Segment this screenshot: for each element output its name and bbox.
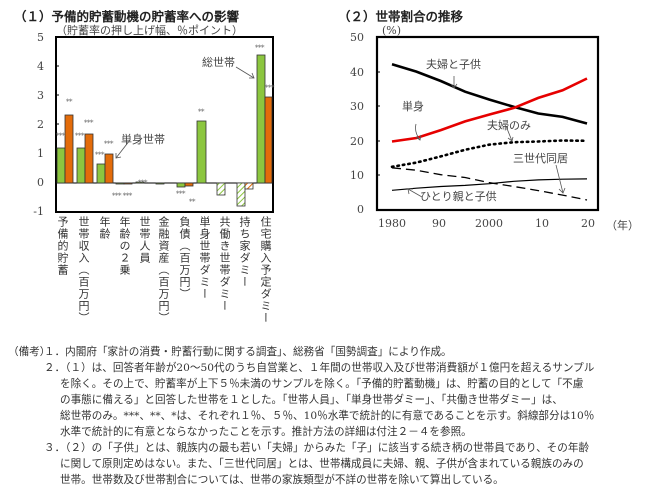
line-single-parent bbox=[391, 178, 588, 191]
category-label: 住宅購入予定ダミー bbox=[259, 216, 272, 324]
bar-single bbox=[184, 182, 194, 187]
right-ytick: 10 bbox=[350, 169, 364, 182]
svg-text:**: ** bbox=[66, 98, 73, 106]
notes-section: （備考） １．内閣府「家計の消費・貯蓄行動に関する調査」、総務省「国勢調査」によ… bbox=[0, 344, 660, 490]
arrow-couple-only bbox=[505, 125, 513, 142]
left-ytick: 1 bbox=[37, 147, 44, 160]
svg-text:***: *** bbox=[75, 132, 85, 140]
bar-total bbox=[56, 147, 66, 184]
left-ytick: 2 bbox=[37, 118, 44, 131]
annotation-single-label: 単身世帯 bbox=[121, 133, 165, 146]
annotation-single bbox=[115, 139, 131, 159]
line-couple-children bbox=[391, 63, 588, 125]
label-single-parent: ひとり親と子供 bbox=[420, 190, 497, 203]
bar-single bbox=[84, 133, 94, 184]
svg-text:***: *** bbox=[56, 132, 66, 140]
bar-single bbox=[123, 182, 133, 185]
label-three-gen: 三世代同居 bbox=[513, 152, 568, 165]
left-ytick: 5 bbox=[37, 31, 44, 44]
svg-text:***: *** bbox=[95, 151, 105, 159]
notes-heading: （備考） bbox=[8, 346, 51, 358]
note-line: 水準で統計的に有意とならなかったことを示す。推計方法の詳細は付注２－４を参照。 bbox=[60, 426, 472, 438]
right-xtick: 20 bbox=[581, 217, 595, 230]
right-plot-frame bbox=[375, 35, 600, 212]
category-label: 年齢 bbox=[98, 216, 111, 240]
left-ytick: 3 bbox=[37, 89, 44, 102]
svg-text:**: ** bbox=[198, 108, 205, 116]
bar-total-hatched bbox=[216, 182, 226, 196]
bar-single-hatched bbox=[244, 182, 254, 190]
arrow-single-parent bbox=[407, 188, 423, 198]
right-xtick: 1980 bbox=[378, 217, 406, 230]
svg-text:**: ** bbox=[189, 198, 196, 206]
bar-total bbox=[76, 147, 86, 184]
right-ytick: 40 bbox=[350, 66, 364, 79]
left-chart-subtitle: （貯蓄率の押し上げ幅、％ポイント） bbox=[56, 24, 243, 37]
arrow-single bbox=[415, 123, 421, 141]
right-line-chart bbox=[375, 35, 600, 212]
bar-total bbox=[155, 182, 165, 185]
label-couple-only: 夫婦のみ bbox=[487, 119, 531, 132]
category-label: 単身世帯ダミー bbox=[198, 216, 211, 300]
note-line: ３．（２）の「子供」とは、親族内の最も若い「夫婦」からみた「子」に該当する続き柄… bbox=[44, 442, 590, 454]
category-label: 世帯人員 bbox=[138, 216, 151, 264]
svg-text:***: *** bbox=[176, 190, 186, 198]
category-label: 年齢の２乗 bbox=[118, 216, 131, 276]
right-xtick: 10 bbox=[535, 217, 549, 230]
line-single bbox=[391, 77, 588, 143]
right-ytick: 0 bbox=[357, 203, 364, 216]
bar-total bbox=[135, 181, 145, 184]
category-label: 予備的貯蓄 bbox=[56, 216, 69, 276]
line-couple-only bbox=[390, 139, 589, 169]
line-three-gen bbox=[391, 167, 588, 201]
right-xtick-unit: （年） bbox=[606, 219, 639, 232]
note-line: 世帯。世帯数及び世帯割合については、世帯の家族類型が不詳の世帯を除いて算出してい… bbox=[60, 474, 504, 486]
note-line: ２．（１）は、回答者年齢が20～50代のうち自営業と、１年間の世帯収入及び世帯消… bbox=[44, 362, 595, 374]
arrow-three-gen bbox=[555, 164, 564, 194]
note-line: に関して原則定めはない。また、「三世代同居」とは、世帯構成員に夫婦、親、子供が含… bbox=[60, 458, 584, 470]
svg-text:***: *** bbox=[138, 179, 148, 187]
bar-total bbox=[256, 54, 266, 184]
svg-text:***: *** bbox=[104, 140, 114, 148]
left-ytick: 0 bbox=[37, 176, 44, 189]
label-couple-children: 夫婦と子供 bbox=[426, 58, 481, 71]
bar-total bbox=[176, 182, 186, 188]
bar-single bbox=[104, 153, 114, 184]
bar-total-hatched bbox=[236, 182, 246, 207]
right-xtick: 2000 bbox=[475, 217, 503, 230]
category-label: 金融資産（百万円） bbox=[157, 216, 170, 324]
svg-text:*** ***: *** *** bbox=[112, 192, 133, 200]
right-xtick: 90 bbox=[432, 217, 446, 230]
bar-total bbox=[96, 163, 106, 184]
right-chart-unit: (%) bbox=[382, 24, 402, 37]
left-chart-title: （１）予備的貯蓄動機の貯蓄率への影響 bbox=[14, 9, 240, 24]
category-label: 負債（百万円） bbox=[178, 216, 191, 300]
left-ytick: -1 bbox=[33, 205, 44, 218]
label-single: 単身 bbox=[402, 100, 424, 113]
right-ytick: 20 bbox=[350, 135, 364, 148]
right-ytick: 50 bbox=[350, 31, 364, 44]
note-line: １．内閣府「家計の消費・貯蓄行動に関する調査」、総務省「国勢調査」により作成。 bbox=[44, 346, 452, 358]
left-ytick: 4 bbox=[37, 60, 44, 73]
svg-text:***: *** bbox=[84, 119, 94, 127]
left-bar-chart: ***** ****** ****** *** *** *** ***** **… bbox=[55, 36, 276, 213]
category-label: 持ち家ダミー bbox=[238, 216, 251, 288]
category-label: 世帯収入（百万円） bbox=[77, 216, 90, 324]
note-line: を除く。その上で、貯蓄率が上下５％未満のサンプルを除く。「予備的貯蓄動機」は、貯… bbox=[60, 378, 584, 390]
category-label: 共働き世帯ダミー bbox=[218, 216, 231, 312]
note-line: 総世帯のみ。***、**、*は、それぞれ１％、５％、10％水準で統計的に有意であ… bbox=[60, 410, 595, 422]
right-ytick: 30 bbox=[350, 100, 364, 113]
annotation-total-label: 総世帯 bbox=[202, 56, 235, 69]
bar-single bbox=[64, 114, 74, 184]
bar-total bbox=[196, 120, 207, 184]
svg-text:***: *** bbox=[265, 84, 275, 92]
annotation-total bbox=[235, 66, 255, 79]
bar-single bbox=[264, 96, 273, 184]
note-line: の事態に備える」と回答した世帯を１とした。「世帯人員」、「単身世帯ダミー」、「共… bbox=[60, 394, 563, 406]
svg-text:***: *** bbox=[255, 44, 265, 52]
bar-total bbox=[115, 182, 125, 185]
right-chart-title: （２）世帯割合の推移 bbox=[338, 9, 464, 24]
